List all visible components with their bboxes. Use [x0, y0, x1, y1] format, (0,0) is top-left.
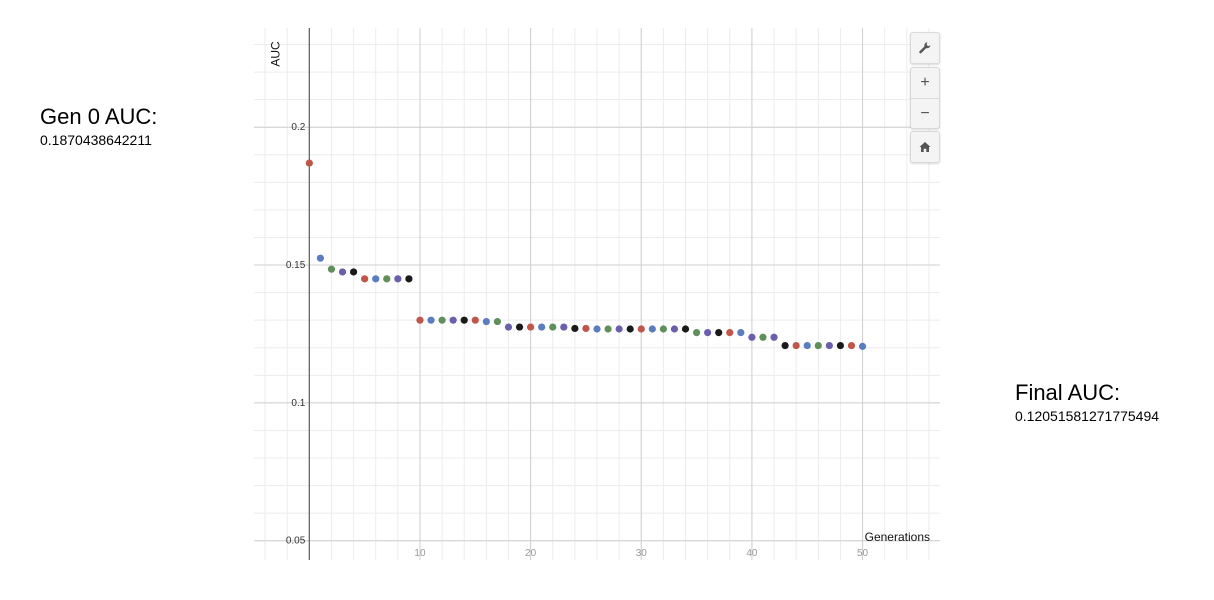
- data-point: [726, 328, 734, 337]
- y-axis-label: AUC: [268, 41, 282, 67]
- data-point: [748, 333, 756, 341]
- data-point: [361, 275, 369, 283]
- data-point: [327, 265, 336, 273]
- data-point: [715, 328, 723, 337]
- home-icon[interactable]: [911, 132, 939, 162]
- data-point: [626, 325, 634, 333]
- data-point: [604, 325, 612, 333]
- data-point: [759, 333, 767, 341]
- x-axis-label: Generations: [865, 530, 930, 544]
- gen0-auc-title: Gen 0 AUC:: [40, 104, 158, 129]
- final-auc-value: 0.12051581271775494: [1015, 408, 1160, 424]
- gen0-auc-annotation: Gen 0 AUC: 0.1870438642211: [40, 104, 157, 150]
- data-point: [803, 341, 811, 350]
- x-tick-label: 20: [525, 548, 537, 559]
- data-point: [527, 323, 535, 331]
- y-tick-label: 0.1: [291, 398, 305, 409]
- settings-tool-group: [910, 32, 940, 64]
- data-point: [615, 325, 623, 333]
- data-point: [438, 316, 446, 324]
- data-point: [582, 324, 590, 333]
- data-point: [847, 341, 856, 350]
- data-point: [770, 333, 778, 341]
- data-point: [648, 325, 656, 333]
- data-point: [460, 316, 468, 324]
- data-point: [836, 341, 845, 350]
- y-tick-label: 0.15: [286, 260, 306, 271]
- data-point: [349, 268, 358, 276]
- data-point: [858, 342, 867, 350]
- data-point: [692, 328, 701, 337]
- gen0-auc-value: 0.1870438642211: [40, 132, 152, 148]
- data-point: [515, 323, 524, 331]
- data-point: [814, 341, 822, 350]
- data-point: [405, 275, 413, 283]
- data-point: [704, 328, 712, 337]
- data-point: [471, 316, 479, 324]
- final-auc-annotation: Final AUC: 0.12051581271775494: [1015, 380, 1175, 426]
- data-point: [482, 317, 490, 326]
- scatter-plot[interactable]: 0.05 0.1 0.15 0.2 10 20 30 40 50 AUC Generations: [254, 28, 940, 560]
- data-point: [372, 275, 380, 283]
- data-point: [737, 328, 745, 337]
- data-point: [416, 316, 424, 324]
- data-point: [316, 254, 324, 262]
- data-point: [493, 317, 502, 326]
- data-point: [681, 325, 690, 333]
- data-point: [792, 341, 800, 350]
- data-point: [593, 325, 601, 333]
- plot-canvas[interactable]: 0.05 0.1 0.15 0.2 10 20 30 40 50 AUC Generations: [254, 28, 940, 560]
- data-point: [338, 268, 347, 276]
- data-point: [549, 323, 557, 331]
- zoom-out-button[interactable]: −: [911, 98, 939, 128]
- y-tick-label: 0.05: [286, 536, 306, 547]
- data-point: [670, 325, 679, 333]
- data-point: [427, 316, 435, 324]
- data-point: [538, 323, 546, 331]
- data-point: [305, 159, 313, 167]
- data-point: [449, 316, 457, 324]
- final-auc-title: Final AUC:: [1015, 380, 1121, 405]
- x-tick-label: 30: [636, 548, 648, 559]
- x-tick-label: 50: [857, 548, 869, 559]
- data-point: [781, 341, 789, 350]
- x-tick-label: 10: [414, 548, 426, 559]
- data-point: [659, 325, 667, 333]
- zoom-tool-group: + −: [910, 67, 940, 129]
- x-tick-label: 40: [746, 548, 758, 559]
- wrench-icon[interactable]: [911, 33, 939, 63]
- data-point: [394, 275, 402, 283]
- home-tool-group: [910, 131, 940, 163]
- data-point: [637, 325, 645, 333]
- data-point: [571, 324, 579, 333]
- data-point: [383, 275, 391, 283]
- data-point: [560, 323, 568, 331]
- data-point: [825, 341, 833, 350]
- zoom-in-button[interactable]: +: [920, 74, 930, 91]
- data-point: [504, 323, 513, 331]
- y-tick-label: 0.2: [291, 122, 305, 133]
